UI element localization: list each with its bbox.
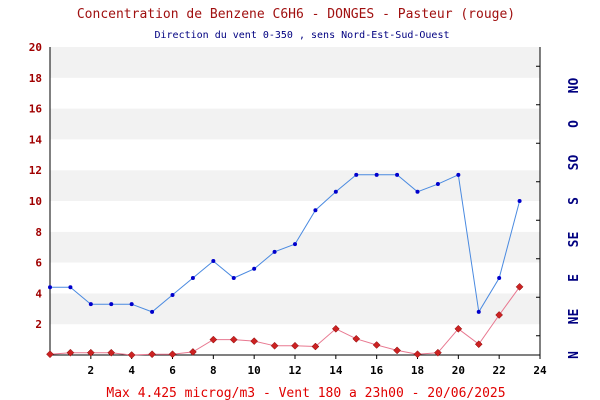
wind-direction-axis: N NE E SE S SO O NO <box>536 65 582 359</box>
grid-band <box>50 293 540 325</box>
data-point-wind <box>88 302 93 307</box>
data-point-wind <box>435 182 440 187</box>
data-point-wind <box>150 309 155 314</box>
data-point-benzene <box>413 350 422 359</box>
data-point-wind <box>211 259 216 264</box>
wind-dir-label: E <box>567 274 582 282</box>
x-tick-label: 8 <box>210 364 217 377</box>
x-tick-label: 12 <box>288 364 301 377</box>
data-point-benzene <box>86 348 95 357</box>
data-point-wind <box>109 302 114 307</box>
data-point-benzene <box>393 346 401 355</box>
x-tick-label: 16 <box>370 364 384 377</box>
y-tick-label: 14 <box>29 133 43 146</box>
x-tick-label: 4 <box>128 364 135 377</box>
data-point-wind <box>374 172 379 177</box>
y-tick-label: 16 <box>29 103 43 116</box>
data-point-wind <box>272 249 277 254</box>
grid-band <box>50 77 540 109</box>
data-point-wind <box>129 302 134 307</box>
data-point-benzene <box>209 335 218 344</box>
chart-subtitle: Direction du vent 0-350 , sens Nord-Est-… <box>154 30 449 41</box>
data-point-benzene <box>66 348 75 357</box>
data-point-benzene <box>229 335 238 344</box>
data-point-benzene <box>495 311 504 319</box>
data-point-benzene <box>127 351 136 359</box>
grid-band <box>50 139 540 171</box>
data-point-benzene <box>148 350 156 359</box>
grid-band <box>50 324 540 355</box>
y-tick-label: 6 <box>35 257 42 270</box>
data-point-wind <box>333 189 338 194</box>
x-tick-label: 2 <box>88 364 95 377</box>
data-point-benzene <box>372 341 381 349</box>
x-tick-label: 14 <box>329 364 343 377</box>
series-layer <box>46 172 524 359</box>
wind-dir-label: NO <box>567 78 582 94</box>
data-point-wind <box>415 189 420 194</box>
data-point-benzene <box>107 348 116 357</box>
series-line-0 <box>50 174 521 314</box>
data-point-wind <box>190 276 195 280</box>
x-tick-label: 20 <box>452 364 465 377</box>
data-point-benzene <box>311 342 320 351</box>
x-tick-label: 10 <box>248 364 261 377</box>
data-point-wind <box>517 199 522 203</box>
chart-title: Concentration de Benzene C6H6 - DONGES -… <box>77 7 515 22</box>
y-tick-label: 4 <box>35 287 42 300</box>
wind-dir-label: SE <box>567 232 582 248</box>
x-tick-label: 6 <box>169 364 176 377</box>
y-tick-label: 20 <box>29 41 42 54</box>
data-point-benzene <box>454 324 463 333</box>
x-tick-label: 22 <box>493 364 506 377</box>
data-point-wind <box>293 242 297 247</box>
data-point-wind <box>476 309 481 314</box>
data-point-wind <box>48 285 52 290</box>
y-tick-label: 10 <box>29 195 42 208</box>
data-point-benzene <box>46 350 54 359</box>
chart-footer: Max 4.425 microg/m3 - Vent 180 a 23h00 -… <box>106 386 505 400</box>
x-axis-ticks: 2 4 6 8 10 12 14 16 18 20 22 24 <box>88 355 547 377</box>
data-point-wind <box>456 172 461 177</box>
data-point-benzene <box>352 334 361 343</box>
grid-band <box>50 170 540 201</box>
wind-dir-label: NE <box>567 309 582 325</box>
y-axis-ticks: 2 4 6 8 10 12 14 16 18 20 <box>29 41 43 331</box>
grid-band <box>50 108 540 140</box>
y-tick-label: 18 <box>29 72 42 85</box>
data-point-wind <box>170 292 175 297</box>
y-tick-label: 8 <box>35 226 42 239</box>
data-point-benzene <box>331 324 340 333</box>
data-point-wind <box>252 266 257 271</box>
y-tick-label: 12 <box>29 164 42 177</box>
grid-band <box>50 262 540 294</box>
data-point-wind <box>354 172 359 177</box>
grid-band <box>50 201 540 232</box>
data-point-benzene <box>291 341 299 350</box>
data-point-benzene <box>434 348 442 357</box>
x-tick-label: 18 <box>411 364 424 377</box>
grid-band <box>50 231 540 263</box>
wind-dir-label: S <box>567 197 582 205</box>
data-point-wind <box>68 285 73 290</box>
grid-bands <box>50 47 540 355</box>
wind-dir-label: O <box>567 120 582 128</box>
data-point-wind <box>231 276 236 280</box>
grid-band <box>50 47 540 78</box>
data-point-benzene <box>474 340 483 349</box>
data-point-wind <box>497 276 502 280</box>
data-point-benzene <box>250 337 259 345</box>
wind-dir-label: SO <box>567 155 582 171</box>
data-point-wind <box>313 208 318 213</box>
data-point-benzene <box>168 350 177 359</box>
wind-dir-label: N <box>567 351 582 359</box>
data-point-benzene <box>515 283 524 291</box>
x-tick-label: 24 <box>533 364 547 377</box>
y-tick-label: 2 <box>35 318 42 331</box>
data-point-wind <box>395 172 400 177</box>
data-point-benzene <box>189 348 197 356</box>
data-point-benzene <box>270 341 279 350</box>
